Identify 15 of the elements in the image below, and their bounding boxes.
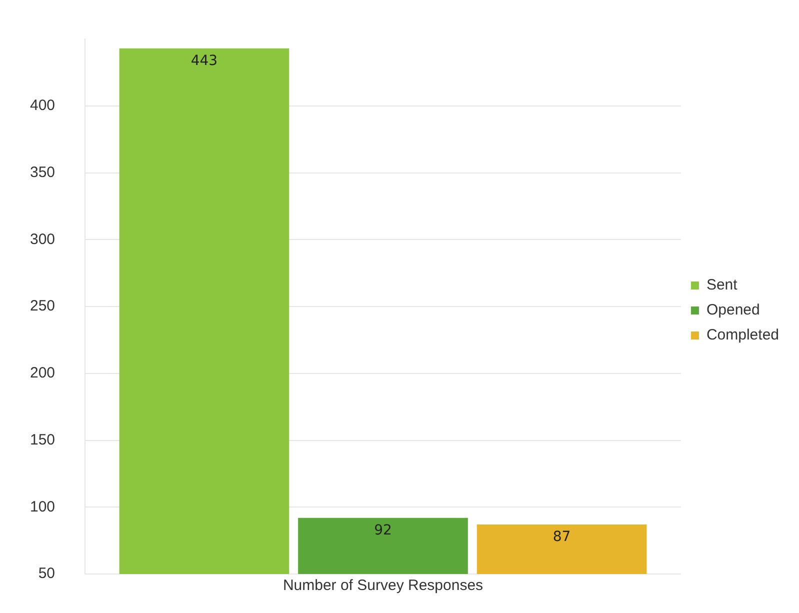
legend-label: Completed xyxy=(706,326,780,344)
y-tick-label: 400 xyxy=(30,97,56,114)
y-tick-label: 300 xyxy=(30,230,56,248)
legend-label: Sent xyxy=(706,276,738,294)
y-tick-label: 200 xyxy=(30,364,56,382)
data-label: 443 xyxy=(190,53,218,70)
x-tick-label: Number of Survey Responses xyxy=(282,577,484,594)
y-tick-label: 100 xyxy=(30,498,56,516)
y-tick-label: 250 xyxy=(30,298,56,315)
legend-label: Opened xyxy=(706,302,760,319)
y-tick-label: 50 xyxy=(38,565,56,582)
y-tick-label: 150 xyxy=(30,431,56,448)
data-label: 92 xyxy=(374,522,392,538)
y-tick-label: 350 xyxy=(30,164,56,181)
data-label: 87 xyxy=(552,529,571,546)
